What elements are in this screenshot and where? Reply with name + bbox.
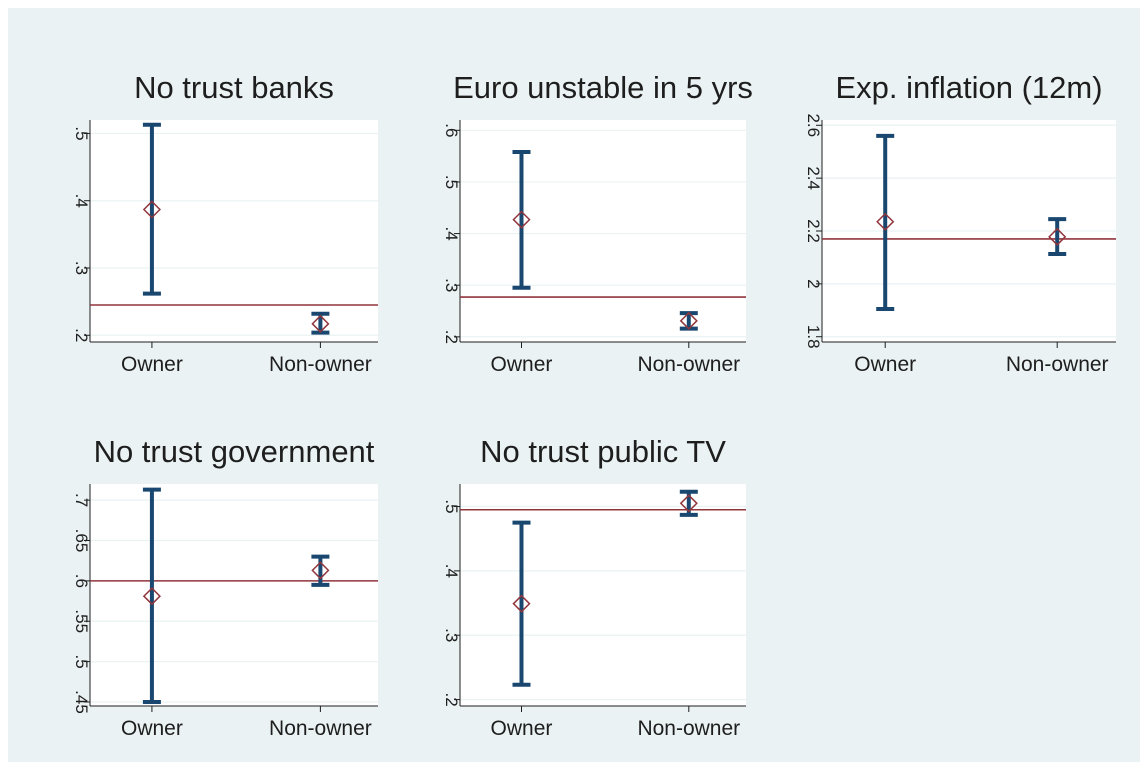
y-tick-label: .6	[72, 574, 91, 588]
y-tick-label: .2	[442, 692, 461, 706]
y-tick-label: .2	[72, 328, 91, 342]
x-tick-label: Owner	[121, 353, 183, 376]
y-tick-label: .55	[72, 609, 91, 633]
y-tick-label: .4	[72, 194, 91, 208]
mean-marker	[679, 494, 698, 513]
x-tick-label: Non-owner	[269, 717, 372, 740]
plot-area	[90, 120, 378, 342]
y-tick-label: .3	[442, 278, 461, 292]
mean-marker	[311, 314, 330, 333]
y-tick-label: .6	[442, 123, 461, 137]
mean-marker	[1048, 227, 1067, 246]
y-tick-label: .5	[442, 175, 461, 189]
y-tick-label: 1.8	[804, 325, 823, 349]
plot-area	[90, 484, 378, 706]
x-tick-label: Non-owner	[269, 353, 372, 376]
y-tick-label: .2	[442, 330, 461, 344]
y-tick-label: .4	[442, 564, 461, 578]
mean-marker	[311, 561, 330, 580]
panel-title: No trust banks	[134, 70, 334, 105]
plot-area	[460, 120, 746, 342]
x-tick-label: Non-owner	[1006, 353, 1109, 376]
chart-grid: .2 .3 .4 .5 Owner Non-owner No trust banks .2 .3…	[72, 70, 1116, 740]
x-tick-label: Owner	[491, 353, 553, 376]
panel-4: .45 .5 .55 .6 .65 .7 Owner Non-owner No trust go…	[72, 434, 378, 740]
panel-2: .2 .3 .4 .5 .6 Owner Non-owner Euro unstable in…	[442, 70, 753, 376]
y-tick-label: .3	[442, 628, 461, 642]
x-tick-label: Owner	[121, 717, 183, 740]
panel-title: Exp. inflation (12m)	[835, 70, 1102, 105]
panel-title: No trust public TV	[480, 434, 726, 469]
y-tick-label: .5	[72, 655, 91, 669]
y-tick-label: .3	[72, 261, 91, 275]
mean-marker	[512, 210, 531, 229]
panel-title: Euro unstable in 5 yrs	[453, 70, 753, 105]
mean-marker	[142, 587, 161, 606]
mean-marker	[876, 212, 895, 231]
x-tick-label: Owner	[854, 353, 916, 376]
y-tick-label: 2.2	[804, 219, 823, 243]
figure-background: .2 .3 .4 .5 Owner Non-owner No trust banks .2 .3…	[8, 8, 1140, 762]
x-tick-label: Non-owner	[637, 353, 740, 376]
mean-marker	[142, 200, 161, 219]
x-tick-label: Owner	[491, 717, 553, 740]
panel-1: .2 .3 .4 .5 Owner Non-owner No trust banks	[72, 70, 378, 376]
y-tick-label: .5	[442, 499, 461, 513]
mean-marker	[679, 311, 698, 330]
y-tick-label: .45	[72, 690, 91, 714]
y-tick-label: 2	[804, 279, 823, 288]
mean-marker	[512, 594, 531, 613]
y-tick-label: .7	[72, 493, 91, 507]
panel-5: .2 .3 .4 .5 Owner Non-owner No trust public TV	[442, 434, 746, 740]
y-tick-label: .4	[442, 226, 461, 240]
y-tick-label: .5	[72, 126, 91, 140]
x-tick-label: Non-owner	[637, 717, 740, 740]
y-tick-label: 2.6	[804, 113, 823, 137]
y-tick-label: .65	[72, 529, 91, 553]
panel-title: No trust government	[94, 434, 375, 469]
plot-area	[460, 484, 746, 706]
panel-3: 1.8 2 2.2 2.4 2.6 Owner Non-owner Exp. inflatio…	[804, 70, 1116, 376]
y-tick-label: 2.4	[804, 166, 823, 190]
